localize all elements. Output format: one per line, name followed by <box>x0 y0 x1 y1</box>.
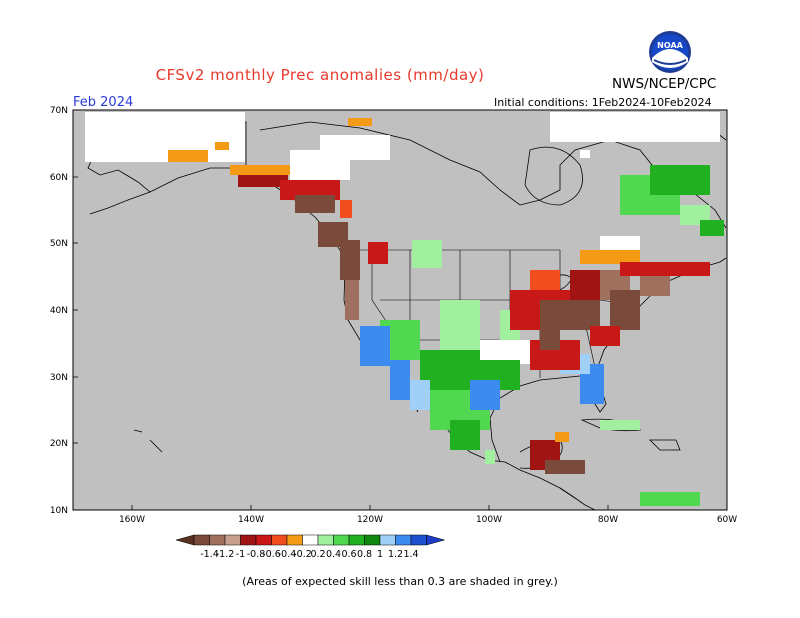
lon-label: 140W <box>238 515 264 525</box>
lat-label: 30N <box>50 373 68 383</box>
skill-note: (Areas of expected skill less than 0.3 a… <box>242 575 558 588</box>
colorbar-tick-label: -0.4 <box>278 549 297 560</box>
anomaly-field <box>85 112 724 506</box>
agency-label: NWS/NCEP/CPC <box>612 76 717 92</box>
noaa-logo-text: NOAA <box>657 41 683 50</box>
colorbar-tick-label: 1 <box>377 549 383 560</box>
colorbar-swatch <box>395 534 412 546</box>
colorbar-swatch <box>209 534 226 546</box>
colorbar-swatch <box>364 534 381 546</box>
colorbar-left-arrow <box>175 534 195 546</box>
colorbar-swatch <box>333 534 350 546</box>
colorbar-swatch <box>224 534 241 546</box>
colorbar-tick-label: -1.2 <box>216 549 235 560</box>
lon-label: 80W <box>598 515 618 525</box>
lat-label: 70N <box>50 106 68 116</box>
colorbar-tick-label: 1.4 <box>403 549 418 560</box>
colorbar-tick-label: -1 <box>236 549 245 560</box>
month-label: Feb 2024 <box>73 95 134 110</box>
colorbar-tick-label: 0.6 <box>341 549 356 560</box>
colorbar-tick-label: 0.8 <box>357 549 372 560</box>
axis-ticks <box>73 109 728 510</box>
colorbar-swatch <box>410 534 427 546</box>
colorbar-swatch <box>317 534 334 546</box>
colorbar-swatch <box>379 534 396 546</box>
colorbar-swatch <box>302 534 319 546</box>
lon-labels: 160W 140W 120W 100W 80W 60W <box>119 515 737 525</box>
lon-label: 100W <box>476 515 502 525</box>
colorbar-tick-label: -0.2 <box>293 549 312 560</box>
lat-label: 10N <box>50 506 68 516</box>
lon-label: 120W <box>357 515 383 525</box>
colorbar-swatch <box>286 534 303 546</box>
colorbar-swatch <box>271 534 288 546</box>
noaa-logo: NOAA <box>649 31 691 73</box>
lon-label: 160W <box>119 515 145 525</box>
colorbar-tick-label: -0.8 <box>247 549 266 560</box>
map-panel: 70N 60N 50N 40N 30N 20N 10N 160W 140W 12… <box>50 106 737 525</box>
colorbar-swatch <box>348 534 365 546</box>
colorbar-tick-label: 0.4 <box>326 549 341 560</box>
colorbar: -1.4-1.2 -1 -0.8-0.6-0.4-0.20.2 0.4 0.6 0.8 1 1… <box>175 534 446 560</box>
lat-labels: 70N 60N 50N 40N 30N 20N 10N <box>50 106 68 516</box>
colorbar-tick-label: -0.6 <box>262 549 281 560</box>
lat-label: 60N <box>50 173 68 183</box>
initial-conditions-label: Initial conditions: 1Feb2024-10Feb2024 <box>494 96 712 109</box>
colorbar-swatch <box>240 534 257 546</box>
colorbar-swatch <box>255 534 272 546</box>
colorbar-tick-label: 0.2 <box>310 549 325 560</box>
lat-label: 50N <box>50 239 68 249</box>
lat-label: 20N <box>50 439 68 449</box>
lat-label: 40N <box>50 306 68 316</box>
lon-label: 60W <box>717 515 737 525</box>
colorbar-right-arrow <box>426 534 446 546</box>
map-title: CFSv2 monthly Prec anomalies (mm/day) <box>155 66 485 84</box>
colorbar-swatch <box>193 534 210 546</box>
colorbar-tick-label: 1.2 <box>388 549 403 560</box>
colorbar-tick-label: -1.4 <box>200 549 219 560</box>
